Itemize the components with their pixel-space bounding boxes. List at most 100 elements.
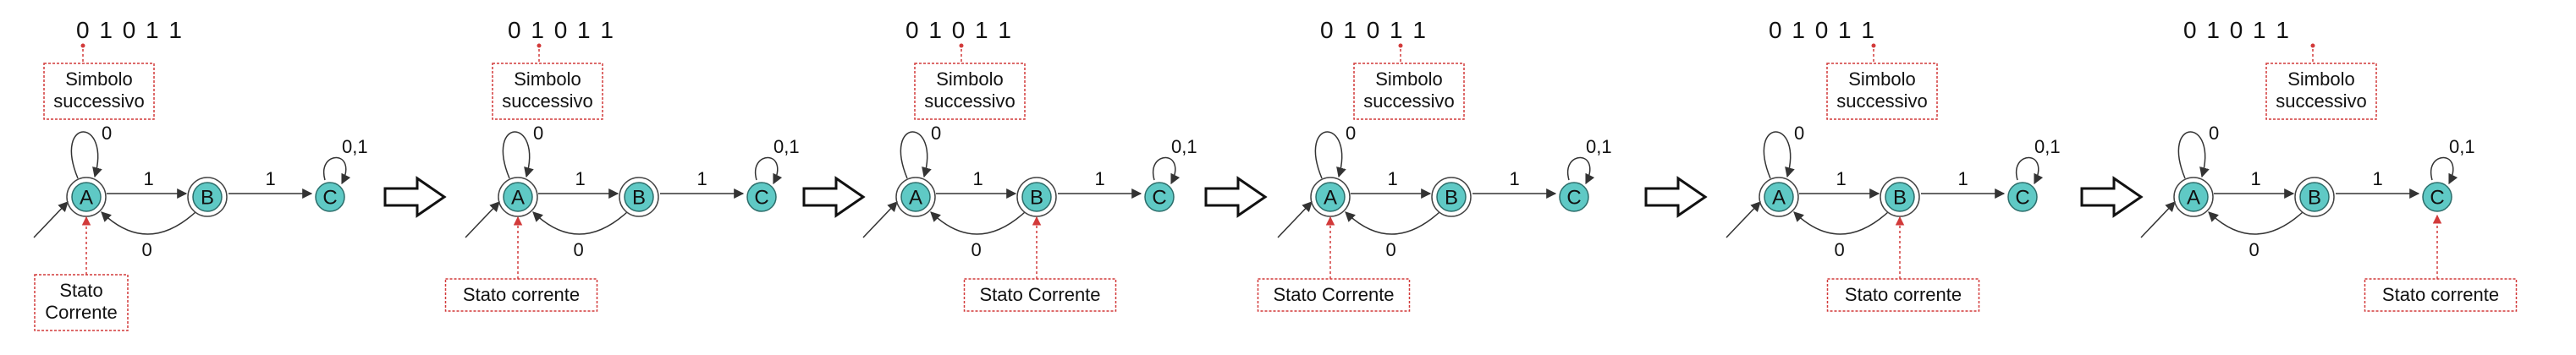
next-symbol-box [492,63,603,120]
state-label-c: C [1152,187,1166,210]
edge-a-self [502,131,534,179]
edge-a-self [1763,131,1795,179]
symbol-pointer-dot [959,43,964,48]
input-tape: 0 1 0 1 1 [76,17,184,43]
state-label-c: C [754,187,768,210]
state-label-a: A [1324,187,1337,210]
edge-label-a-to-b: 1 [1836,168,1847,189]
current-state-box [2364,278,2518,312]
edge-label-a-to-b: 1 [144,168,154,189]
current-state-label: Stato Corrente [979,284,1100,305]
current-state-box [444,278,598,312]
edge-label-c-self: 0,1 [773,136,800,157]
current-state-box [1826,278,1980,312]
edge-c-self [322,156,351,185]
state-label-b: B [632,187,646,210]
edge-c-self [1566,156,1595,185]
step-arrow-3 [1204,176,1268,218]
state-a: A [66,177,107,217]
state-a: A [2173,177,2214,217]
state-b: B [619,177,659,217]
step-arrow-5 [2080,176,2144,218]
edge-c-self [2430,156,2458,185]
edge-label-b-to-a: 0 [1835,239,1845,260]
edge-b-to-a [532,211,628,235]
start-arrow [33,201,69,238]
next-symbol-label: successivo [1836,90,1928,112]
edge-label-a-self: 0 [931,123,941,144]
symbol-pointer-dot [537,43,542,48]
edge-label-b-to-a: 0 [2249,239,2260,260]
next-symbol-box [43,63,155,120]
edge-b-to-a [1793,211,1889,235]
next-symbol-label: Simbolo [1375,68,1442,90]
edge-b-to-a [2208,211,2304,235]
edge-label-b-to-c: 1 [1095,168,1105,189]
state-label-a: A [909,187,922,210]
current-state-box [34,274,129,331]
state-label-c: C [2015,187,2029,210]
state-c: C [2007,182,2038,212]
edge-label-a-self: 0 [102,123,112,144]
state-a: A [1759,177,1799,217]
edge-label-a-to-b: 1 [2251,168,2261,189]
state-a: A [1310,177,1351,217]
current-state-label: Stato corrente [463,284,580,305]
edge-label-c-self: 0,1 [2034,136,2061,157]
edge-c-self [1152,156,1181,185]
next-symbol-box [2265,63,2377,120]
input-tape: 0 1 0 1 1 [1769,17,1876,43]
step-arrow-1 [383,176,447,218]
next-symbol-label: Simbolo [514,68,581,90]
state-label-a: A [511,187,525,210]
input-tape: 0 1 0 1 1 [508,17,615,43]
edge-b-to-a [1345,211,1440,235]
edge-a-self [2177,131,2210,179]
edge-label-a-self: 0 [533,123,543,144]
state-label-b: B [201,187,214,210]
edge-label-a-self: 0 [1346,123,1356,144]
edge-a-self [900,131,932,179]
edge-label-c-self: 0,1 [1586,136,1612,157]
edge-label-b-to-c: 1 [266,168,276,189]
edge-label-a-to-b: 1 [1388,168,1398,189]
current-state-label: Corrente [45,302,118,323]
state-label-b: B [1030,187,1043,210]
symbol-pointer-dot [2310,43,2315,48]
edge-label-b-to-a: 0 [1386,239,1396,260]
step-arrow-4 [1644,176,1708,218]
current-state-label: Stato corrente [1845,284,1962,305]
next-symbol-box [914,63,1026,120]
next-symbol-label: successivo [53,90,145,112]
edge-b-to-a [930,211,1026,235]
state-label-a: A [1772,187,1786,210]
state-label-a: A [2187,187,2200,210]
next-symbol-label: Simbolo [1848,68,1915,90]
edge-label-b-to-a: 0 [972,239,982,260]
edge-c-self [754,156,783,185]
input-tape: 0 1 0 1 1 [905,17,1013,43]
next-symbol-label: Simbolo [2287,68,2354,90]
next-symbol-label: successivo [2276,90,2367,112]
current-state-label: Stato Corrente [1273,284,1394,305]
start-arrow [2140,201,2176,238]
edge-label-a-to-b: 1 [973,168,983,189]
symbol-pointer-dot [1871,43,1876,48]
current-state-label: Stato [59,280,102,301]
edge-b-to-a [101,211,196,235]
state-c: C [2422,182,2452,212]
edge-label-b-to-a: 0 [142,239,152,260]
state-b: B [1016,177,1057,217]
state-label-c: C [1566,187,1581,210]
next-symbol-label: Simbolo [65,68,132,90]
state-c: C [1144,182,1175,212]
edge-label-b-to-c: 1 [2373,168,2383,189]
state-label-c: C [322,187,337,210]
start-arrow [1277,201,1313,238]
current-state-box [1257,278,1411,312]
next-symbol-box [1826,63,1938,120]
